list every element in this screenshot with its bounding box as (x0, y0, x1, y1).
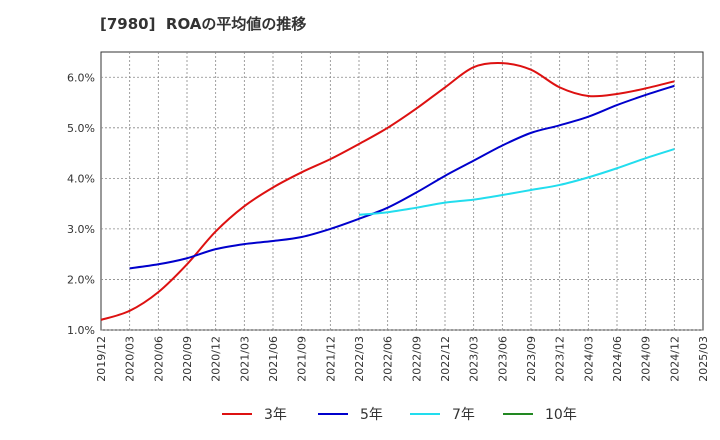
series-line (129, 84, 675, 270)
x-tick-label: 2020/09 (181, 336, 194, 382)
x-tick-label: 2023/09 (525, 336, 538, 382)
x-tick-label: 2024/12 (668, 336, 681, 382)
y-tick-label: 1.0% (67, 324, 95, 337)
x-tick-label: 2021/09 (296, 336, 309, 382)
x-tick-label: 2021/06 (267, 336, 280, 382)
legend-label: 7年 (452, 407, 475, 423)
x-tick-label: 2021/03 (238, 336, 251, 382)
legend-label: 3年 (264, 407, 287, 423)
y-tick-label: 6.0% (67, 71, 95, 84)
x-tick-label: 2023/03 (468, 336, 481, 382)
x-tick-label: 2025/03 (697, 336, 710, 382)
x-tick-label: 2020/06 (152, 336, 165, 382)
y-tick-label: 5.0% (67, 122, 95, 135)
legend-label: 10年 (545, 407, 577, 423)
series-lines (100, 62, 675, 321)
chart-title: [7980] ROAの平均値の推移 (100, 15, 307, 33)
y-tick-label: 3.0% (67, 223, 95, 236)
x-tick-label: 2022/12 (439, 336, 452, 382)
y-tick-label: 2.0% (67, 273, 95, 286)
x-tick-label: 2022/03 (353, 336, 366, 382)
x-tick-label: 2024/03 (582, 336, 595, 382)
x-tick-label: 2021/12 (324, 336, 337, 382)
x-tick-label: 2023/12 (554, 336, 567, 382)
x-tick-label: 2022/06 (382, 336, 395, 382)
y-axis-ticks: 1.0% 2.0% 3.0% 4.0% 5.0% 6.0% (67, 71, 95, 337)
legend: 3年 5年 7年 10年 (222, 407, 577, 423)
x-tick-label: 2024/09 (640, 336, 653, 382)
legend-label: 5年 (360, 407, 383, 423)
x-tick-label: 2020/12 (210, 336, 223, 382)
x-tick-label: 2022/09 (410, 336, 423, 382)
x-axis-ticks: 2019/12 2020/03 2020/06 2020/09 2020/12 2021/… (95, 336, 710, 382)
grid-lines (101, 52, 703, 331)
series-line (358, 148, 675, 216)
plot-area (100, 51, 704, 331)
x-tick-label: 2024/06 (611, 336, 624, 382)
x-tick-label: 2019/12 (95, 336, 108, 382)
y-tick-label: 4.0% (67, 172, 95, 185)
x-tick-label: 2020/03 (124, 336, 137, 382)
x-tick-label: 2023/06 (496, 336, 509, 382)
